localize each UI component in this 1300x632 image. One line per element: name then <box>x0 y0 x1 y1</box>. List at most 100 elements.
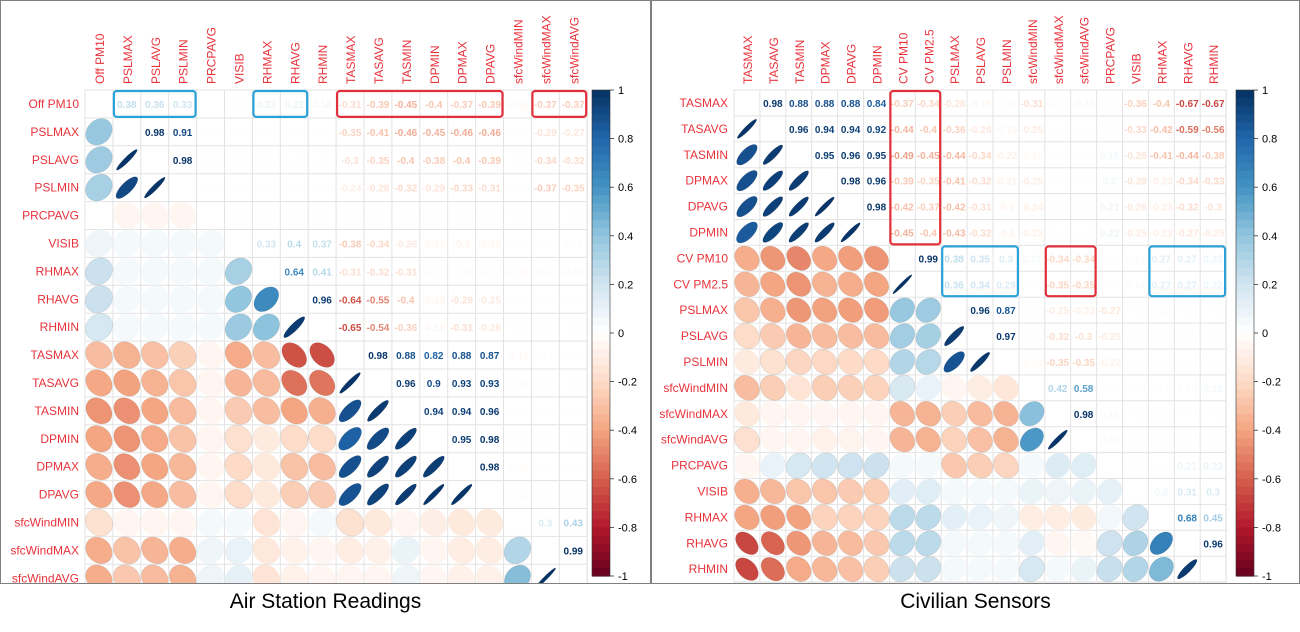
corr-value: -0.4 <box>397 156 415 167</box>
corr-value: 0.58 <box>1074 384 1094 395</box>
corr-value: 0.33 <box>257 239 277 250</box>
colorbar-tick-label: 0.6 <box>1262 182 1277 194</box>
corr-value: -0.34 <box>1176 177 1199 188</box>
corr-value: -0.08 <box>534 379 557 390</box>
corr-ellipse <box>168 313 197 341</box>
corr-ellipse <box>141 341 169 369</box>
row-label-tasavg: TASAVG <box>32 376 79 390</box>
col-label-dpmax: DPMAX <box>456 41 470 84</box>
corr-ellipse <box>423 483 445 506</box>
corr-ellipse <box>811 271 838 297</box>
corr-value: 0.29 <box>996 280 1016 291</box>
corr-ellipse <box>760 375 786 401</box>
corr-value: -0.28 <box>943 99 966 110</box>
corr-ellipse <box>811 426 838 453</box>
colorbar-band <box>592 171 610 180</box>
corr-ellipse <box>785 452 812 479</box>
colorbar-band <box>592 527 610 537</box>
corr-value: -0.27 <box>1176 228 1199 239</box>
corr-ellipse <box>224 369 253 397</box>
corr-value: 0.05 <box>1100 280 1120 291</box>
corr-ellipse <box>280 397 308 425</box>
colorbar-band <box>592 179 610 188</box>
colorbar-band <box>1236 98 1254 107</box>
corr-ellipse <box>475 508 504 537</box>
corr-value: -0.05 <box>562 323 585 334</box>
row-label-tasmin: TASMIN <box>684 148 728 162</box>
corr-ellipse <box>993 375 1019 401</box>
corr-value: 0.05 <box>1203 410 1223 421</box>
corr-value: 0.09 <box>1126 436 1146 447</box>
corr-value: -0.45 <box>917 151 940 162</box>
corr-value: -0.11 <box>506 491 529 502</box>
corr-value: 0.05 <box>257 212 277 223</box>
corr-value: 0.05 <box>1100 384 1120 395</box>
colorbar-tick-label: -0.8 <box>1262 522 1281 534</box>
corr-value: -0.19 <box>422 323 445 334</box>
corr-value: 0.88 <box>841 99 861 110</box>
corr-ellipse <box>814 196 835 217</box>
corr-ellipse <box>970 351 991 372</box>
colorbar-band <box>1236 243 1254 253</box>
colorbar-band <box>592 154 610 164</box>
corr-ellipse <box>814 222 835 243</box>
corr-value: -0.36 <box>943 125 966 136</box>
corr-ellipse <box>734 323 760 349</box>
corr-value: -0.31 <box>394 267 417 278</box>
corr-value: -0.34 <box>1072 254 1095 265</box>
colorbar-band <box>1236 252 1254 261</box>
corr-ellipse <box>367 399 389 422</box>
corr-ellipse <box>759 349 786 375</box>
corr-value: -0.05 <box>506 184 529 195</box>
corr-ellipse <box>168 480 197 509</box>
corr-value: 0.14 <box>1100 436 1120 447</box>
colorbar-band <box>592 235 610 245</box>
corr-ellipse <box>338 455 362 479</box>
corr-ellipse <box>85 536 113 564</box>
corr-value: -0.05 <box>562 379 585 390</box>
corr-ellipse <box>113 313 141 341</box>
corr-ellipse <box>734 375 760 401</box>
highlight-box-red <box>531 89 588 118</box>
corr-value: -0.1 <box>1153 384 1171 395</box>
corr-value: -0.55 <box>367 295 390 306</box>
colorbar-band <box>592 162 610 172</box>
corr-value: 0.99 <box>919 254 939 265</box>
corr-value: -0.23 <box>1150 228 1173 239</box>
corr-value: 0.09 <box>536 407 556 418</box>
row-label-dpmax: DPMAX <box>36 460 79 474</box>
corr-value: -0.15 <box>506 267 529 278</box>
corr-ellipse <box>141 425 169 453</box>
corr-ellipse <box>762 170 784 191</box>
colorbar-band <box>1236 389 1254 399</box>
corr-value: -0.05 <box>199 128 222 139</box>
colorbar-band <box>1236 511 1254 520</box>
corr-ellipse <box>1045 530 1071 556</box>
corr-value: -0.32 <box>1176 203 1199 214</box>
highlight-box-red <box>889 89 942 246</box>
corr-ellipse <box>944 325 965 347</box>
corr-value: -0.2 <box>997 228 1015 239</box>
corr-ellipse <box>760 323 786 349</box>
corr-ellipse <box>811 401 838 427</box>
colorbar-band <box>592 559 610 569</box>
colorbar-band <box>592 308 610 318</box>
corr-value: -0.67 <box>1202 99 1225 110</box>
corr-value: -0.45 <box>422 128 445 139</box>
corr-ellipse <box>253 286 280 312</box>
corr-ellipse <box>941 504 967 531</box>
corr-ellipse <box>967 375 993 401</box>
corr-ellipse <box>252 480 281 509</box>
corr-ellipse <box>734 297 760 323</box>
colorbar-band <box>592 495 610 504</box>
corr-value: -0.13 <box>534 267 557 278</box>
corr-value: -0.08 <box>562 463 585 474</box>
corr-ellipse <box>420 508 448 537</box>
col-label-sfcwindmin: sfcWindMIN <box>1026 19 1040 84</box>
row-label-pslavg: PSLAVG <box>32 153 79 167</box>
colorbar-band <box>592 381 610 391</box>
corr-value: 0 <box>208 100 214 111</box>
col-label-rhmax: RHMAX <box>1155 41 1169 84</box>
corr-ellipse <box>141 564 169 583</box>
corr-value: -0.28 <box>1124 177 1147 188</box>
